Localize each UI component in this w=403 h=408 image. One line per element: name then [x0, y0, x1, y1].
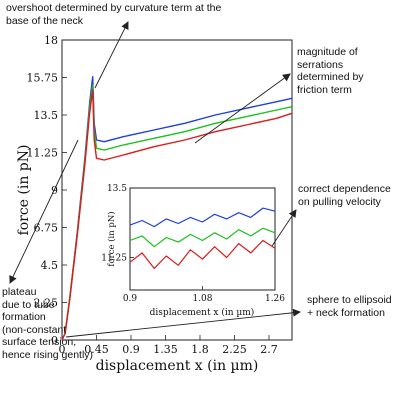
x-tick-label: 2.25: [222, 343, 247, 356]
x-tick-label: 1.26: [265, 294, 285, 304]
annotation-velocity: correct dependence on pulling velocity: [298, 183, 391, 208]
series-line-red: [129, 239, 276, 269]
plateau-arrow: [9, 139, 79, 284]
inset-axis-ticks: 0.9 1.08 1.26 11.25 13.5: [101, 184, 285, 304]
y-tick-label: 6.75: [34, 221, 59, 234]
x-tick-label: 1.8: [191, 343, 209, 356]
series-line-green: [129, 227, 276, 248]
inset-x-axis-label: displacement x (in µm): [150, 307, 255, 318]
x-tick-label: 0.9: [123, 294, 138, 304]
y-tick-label: 15.75: [27, 71, 59, 84]
annotation-overshoot: overshoot determined by curvature term a…: [6, 2, 222, 27]
serrations-arrow: [194, 73, 291, 144]
annotation-serrations: magnitude of serrations determined by fr…: [297, 46, 364, 96]
y-tick-label: 13.5: [34, 109, 59, 122]
y-tick-label: 13.5: [107, 184, 127, 194]
annotation-plateau: plateau due to tube formation (non-const…: [2, 286, 94, 361]
x-tick-label: 2.7: [260, 343, 278, 356]
y-axis-label: force (in pN): [16, 145, 32, 236]
inset-plot-series: [129, 207, 276, 269]
inset-y-axis-label: force (in pN): [106, 211, 117, 266]
annotation-neck-formation: sphere to ellipsoid + neck formation: [307, 294, 392, 319]
velocity-arrow: [271, 209, 297, 247]
y-tick-label: 0: [51, 334, 58, 347]
x-tick-label: 0.45: [84, 343, 109, 356]
inset-plot-frame: [129, 187, 276, 291]
y-tick-label: 11.25: [27, 146, 59, 159]
neck-formation-arrow: [65, 308, 301, 338]
x-axis-label: displacement x (in µm): [96, 358, 259, 374]
x-tick-label: 1.35: [153, 343, 178, 356]
main-axis-ticks: 00.450.91.351.82.252.702.254.56.75911.25…: [27, 34, 278, 356]
x-tick-label: 1.08: [192, 294, 212, 304]
y-tick-label: 4.5: [41, 259, 59, 272]
overshoot-arrow: [94, 21, 129, 89]
x-tick-label: 0: [59, 343, 66, 356]
y-tick-label: 2.25: [34, 296, 59, 309]
y-tick-label: 18: [44, 34, 58, 47]
x-tick-label: 0.9: [122, 343, 140, 356]
y-tick-label: 11.25: [101, 254, 127, 264]
series-line-red: [61, 89, 293, 341]
series-line-blue: [129, 207, 276, 228]
